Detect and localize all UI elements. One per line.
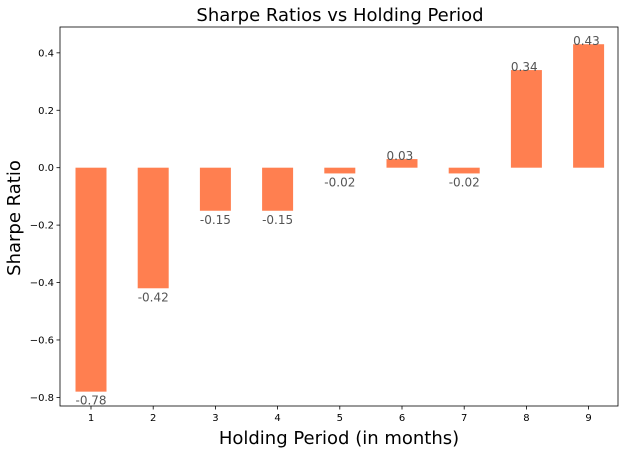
x-tick-label: 1 <box>88 413 94 424</box>
y-axis-label: Sharpe Ratio <box>4 160 25 276</box>
x-tick-label: 3 <box>212 413 218 424</box>
x-axis: 1 2 3 4 5 6 7 8 9 <box>88 406 592 424</box>
x-tick-label: 6 <box>399 413 405 424</box>
data-label-9: 0.43 <box>573 34 600 48</box>
bar-8 <box>510 70 542 168</box>
data-label-2: -0.42 <box>138 290 169 304</box>
chart-title: Sharpe Ratios vs Holding Period <box>196 5 483 26</box>
bar-2 <box>137 167 169 289</box>
data-label-7: -0.02 <box>449 175 480 189</box>
plot-area: -0.78 -0.42 -0.15 -0.15 -0.02 0.03 -0.02 0.34 0.… <box>75 34 605 408</box>
y-tick-label: 0.2 <box>38 106 54 117</box>
bar-9 <box>573 44 605 168</box>
bar-6 <box>386 159 418 168</box>
y-tick-label: −0.6 <box>30 335 54 346</box>
x-tick-label: 4 <box>274 413 280 424</box>
y-axis: −0.8 −0.6 −0.4 −0.2 0.0 0.2 0.4 <box>30 48 60 404</box>
data-label-8: 0.34 <box>511 60 538 74</box>
data-label-6: 0.03 <box>387 149 414 163</box>
bar-4 <box>262 167 294 211</box>
y-tick-label: −0.4 <box>30 278 54 289</box>
data-label-3: -0.15 <box>200 213 231 227</box>
x-tick-label: 7 <box>461 413 467 424</box>
bar-5 <box>324 167 356 174</box>
plot-frame <box>59 26 619 407</box>
y-tick-label: 0.0 <box>38 163 54 174</box>
y-tick-label: −0.2 <box>30 221 54 232</box>
y-tick-label: −0.8 <box>30 393 54 404</box>
bar-1 <box>75 167 107 392</box>
x-tick-label: 5 <box>337 413 343 424</box>
x-tick-label: 2 <box>150 413 156 424</box>
data-label-4: -0.15 <box>262 213 293 227</box>
bar-3 <box>199 167 231 211</box>
x-tick-label: 8 <box>523 413 529 424</box>
bar-7 <box>448 167 480 174</box>
data-label-5: -0.02 <box>324 175 355 189</box>
x-axis-label: Holding Period (in months) <box>219 428 459 449</box>
x-tick-label: 9 <box>585 413 591 424</box>
data-label-1: -0.78 <box>76 394 107 408</box>
y-tick-label: 0.4 <box>38 48 54 59</box>
